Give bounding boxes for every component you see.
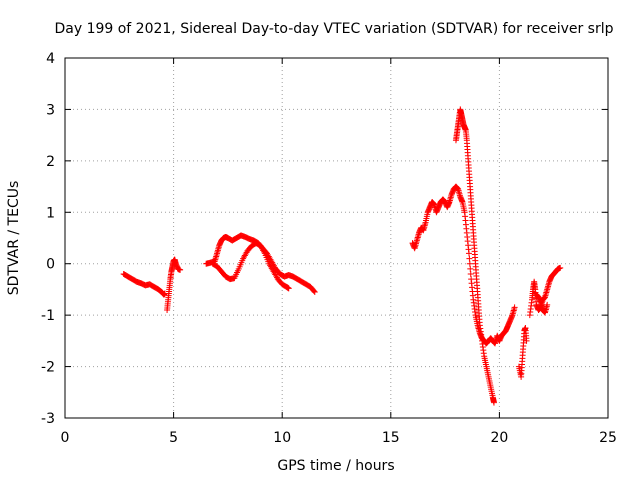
plot-frame <box>64 57 609 419</box>
x-tick-label: 5 <box>169 430 178 446</box>
x-tick-label: 10 <box>273 430 291 446</box>
chart-title: Day 199 of 2021, Sidereal Day-to-day VTE… <box>54 21 613 37</box>
y-tick-label: -1 <box>41 308 55 324</box>
data-point <box>465 250 472 257</box>
data-points <box>120 106 564 406</box>
data-point <box>557 264 564 271</box>
y-tick-label: 1 <box>46 205 55 221</box>
y-tick-label: -3 <box>41 411 55 427</box>
data-point <box>467 271 474 277</box>
data-point <box>544 301 551 308</box>
data-point <box>311 289 318 295</box>
data-point <box>490 399 497 406</box>
x-tick-label: 20 <box>490 430 508 446</box>
grid-lines <box>65 58 608 418</box>
data-point <box>523 337 530 344</box>
x-axis-label: GPS time / hours <box>277 458 394 474</box>
y-axis-label: SDTVAR / TECUs <box>6 181 22 296</box>
y-tick-label: 4 <box>46 51 55 67</box>
x-tick-label: 15 <box>382 430 400 446</box>
y-tick-label: -2 <box>41 360 55 376</box>
y-tick-label: 3 <box>46 102 55 118</box>
data-point <box>466 260 473 267</box>
data-point <box>466 255 473 262</box>
y-tick-label: 2 <box>46 154 55 170</box>
data-point <box>511 304 518 311</box>
data-point <box>177 266 184 273</box>
data-point <box>467 265 474 272</box>
x-tick-label: 0 <box>61 430 70 446</box>
y-tick-label: 0 <box>46 257 55 273</box>
axis-ticks: 0 5 10 15 20 25 -3 -2 -1 0 1 2 3 4 <box>41 51 617 446</box>
x-tick-label: 25 <box>599 430 617 446</box>
data-point <box>285 285 292 292</box>
data-point <box>310 287 317 294</box>
